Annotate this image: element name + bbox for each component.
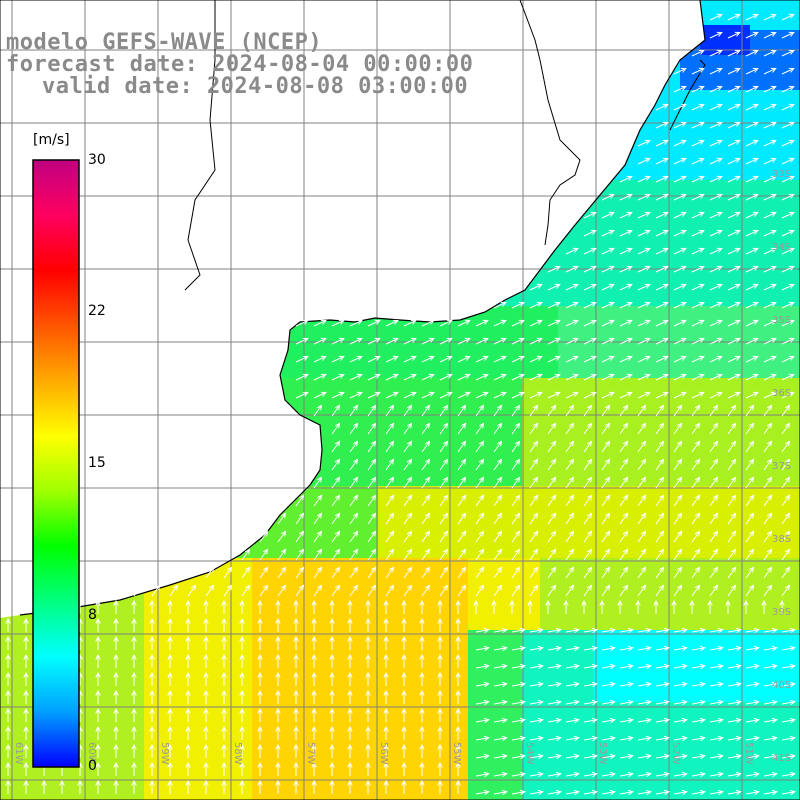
lat-label: 33S [772,169,791,180]
lon-label: 52W [670,742,681,765]
lat-label: 35S [772,315,791,326]
lon-label: 54W [524,742,535,765]
colorbar-tick-0: 0 [88,758,97,774]
lon-label: 59W [159,742,170,765]
forecast-date: forecast date: 2024-08-04 00:00:00 [6,52,474,77]
lon-label: 61W [13,742,24,765]
valid-date: valid date: 2024-08-08 03:00:00 [42,74,469,99]
lon-label: 55W [451,742,462,765]
colorbar-unit: [m/s] [33,132,70,148]
lon-label: 53W [597,742,608,765]
lagoon-shore [669,59,706,131]
colorbar-tick-30: 30 [88,152,106,168]
lat-label: 37S [772,461,791,472]
coastline [19,0,706,616]
lon-label: 51W [743,742,754,765]
lat-label: 41S [772,753,791,764]
wind-arrows [5,13,796,796]
uruguay-border [519,0,581,246]
lat-label: 36S [772,388,791,399]
lon-label: 60W [86,742,97,765]
lon-label: 56W [378,742,389,765]
colorbar-tick-22: 22 [88,303,106,319]
lat-label: 38S [772,534,791,545]
lon-label: 58W [232,742,243,765]
model-title: modelo GEFS-WAVE (NCEP) [6,30,323,55]
colorbar-tick-15: 15 [88,455,106,471]
parana-river [184,0,216,291]
lat-label: 40S [772,680,791,691]
colorbar [32,159,80,768]
lat-label: 39S [772,607,791,618]
colorbar-tick-8: 8 [88,607,97,623]
lon-label: 57W [305,742,316,765]
lat-label: 34S [772,242,791,253]
land-area [0,0,705,618]
